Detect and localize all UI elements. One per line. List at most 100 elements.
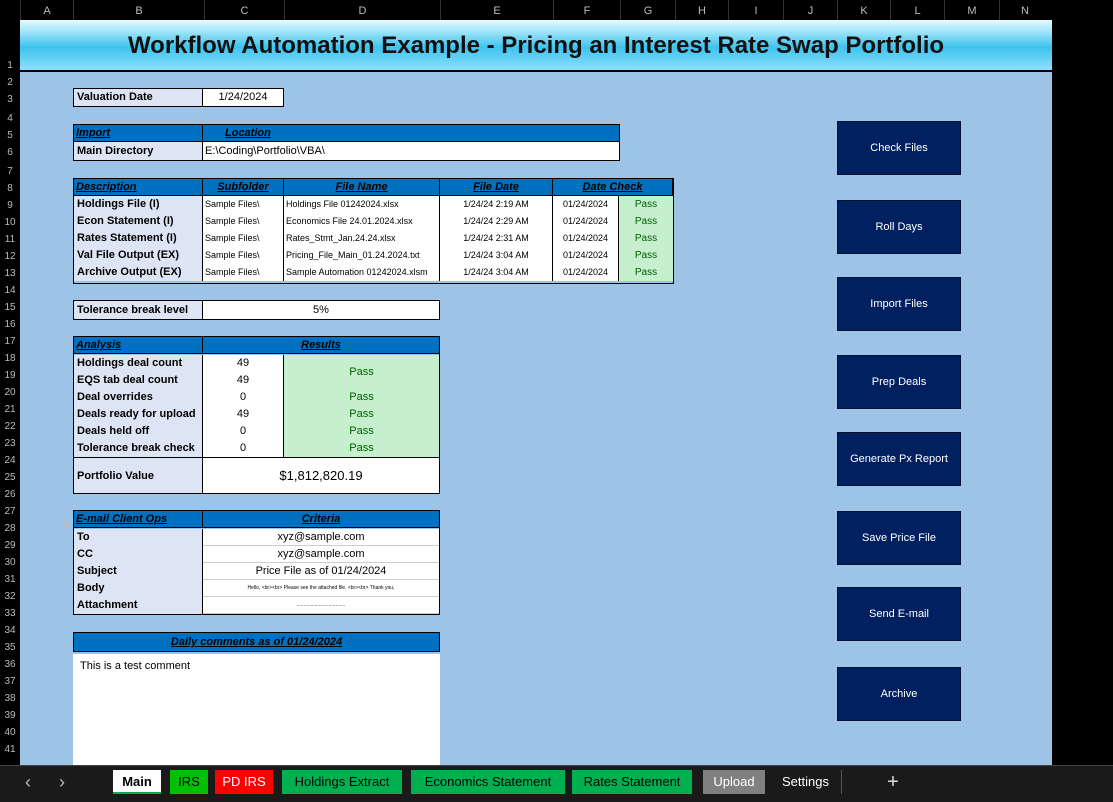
date-check: 01/24/2024 [553,264,619,281]
column-header[interactable]: H [675,0,728,20]
macro-button[interactable]: Check Files [837,121,961,175]
email-field-value[interactable]: xyz@sample.com [203,546,439,563]
macro-button[interactable]: Send E-mail [837,587,961,641]
sheet-tab[interactable]: Holdings Extract [282,770,402,794]
row-header[interactable]: 19 [4,370,16,381]
row-header[interactable]: 7 [7,166,13,177]
email-field-value[interactable]: Price File as of 01/24/2024 [203,563,439,580]
column-header[interactable]: I [728,0,783,20]
file-subfolder[interactable]: Sample Files\ [203,196,284,213]
comment-textbox[interactable]: This is a test comment [73,654,440,765]
row-header[interactable]: 31 [4,574,16,585]
row-header[interactable]: 9 [7,200,13,211]
email-field-value[interactable]: Hello, <br><br> Please see the attached … [203,580,439,597]
row-header[interactable]: 23 [4,438,16,449]
file-description: Holdings File (I) [74,196,203,213]
row-header[interactable]: 37 [4,676,16,687]
file-subfolder[interactable]: Sample Files\ [203,247,284,264]
file-name[interactable]: Pricing_File_Main_01.24.2024.txt [284,247,440,264]
row-header[interactable]: 25 [4,472,16,483]
row-header[interactable]: 22 [4,421,16,432]
row-header[interactable]: 13 [4,268,16,279]
macro-button[interactable]: Save Price File [837,511,961,565]
add-sheet-icon[interactable]: + [887,771,899,793]
row-header[interactable]: 16 [4,319,16,330]
sheet-tab[interactable]: Rates Statement [572,770,692,794]
sheet-tab[interactable]: Economics Statement [411,770,565,794]
prev-sheet-icon[interactable]: ‹ [25,772,31,792]
sheet-tab[interactable]: PD IRS [215,770,273,794]
sheet-tab[interactable]: Settings [770,770,842,794]
row-header[interactable]: 27 [4,506,16,517]
macro-button[interactable]: Archive [837,667,961,721]
macro-button[interactable]: Roll Days [837,200,961,254]
row-header[interactable]: 36 [4,659,16,670]
tolerance-value[interactable]: 5% [203,301,439,319]
row-header[interactable]: 35 [4,642,16,653]
email-field-value[interactable]: ................................... [203,597,439,614]
sheet-tab[interactable]: Upload [703,770,765,794]
row-header[interactable]: 5 [7,130,13,141]
file-description: Rates Statement (I) [74,230,203,247]
file-subfolder[interactable]: Sample Files\ [203,230,284,247]
file-subfolder[interactable]: Sample Files\ [203,264,284,281]
column-header[interactable]: M [944,0,999,20]
row-header[interactable]: 29 [4,540,16,551]
row-header[interactable]: 15 [4,302,16,313]
row-header[interactable]: 30 [4,557,16,568]
column-header[interactable]: A [20,0,73,20]
column-header[interactable]: K [837,0,890,20]
row-header[interactable]: 40 [4,727,16,738]
next-sheet-icon[interactable]: › [59,772,65,792]
column-header[interactable]: B [73,0,204,20]
main-directory-label: Main Directory [74,142,203,160]
row-header[interactable]: 24 [4,455,16,466]
row-header[interactable]: 4 [7,113,13,124]
status-badge: Pass [619,230,673,247]
file-name[interactable]: Rates_Stmt_Jan.24.24.xlsx [284,230,440,247]
row-header[interactable]: 14 [4,285,16,296]
email-field-value[interactable]: xyz@sample.com [203,529,439,546]
row-header[interactable]: 38 [4,693,16,704]
row-header[interactable]: 20 [4,387,16,398]
row-header[interactable]: 39 [4,710,16,721]
row-header[interactable]: 2 [7,77,13,88]
file-table-header: File Date [440,179,553,196]
column-header[interactable]: J [783,0,837,20]
row-header[interactable]: 18 [4,353,16,364]
row-header[interactable]: 17 [4,336,16,347]
file-name[interactable]: Sample Automation 01242024.xlsm [284,264,440,281]
row-header[interactable]: 33 [4,608,16,619]
column-header[interactable]: D [284,0,440,20]
valuation-date-value[interactable]: 1/24/2024 [203,89,283,106]
macro-button[interactable]: Import Files [837,277,961,331]
column-header[interactable]: C [204,0,284,20]
row-header[interactable]: 21 [4,404,16,415]
row-header[interactable]: 11 [4,234,16,245]
email-header: E-mail Client Ops [74,511,203,528]
sheet-tab[interactable]: Main [113,770,161,794]
row-header[interactable]: 41 [4,744,16,755]
row-header[interactable]: 34 [4,625,16,636]
file-name[interactable]: Economics File 24.01.2024.xlsx [284,213,440,230]
main-directory-value[interactable]: E:\Coding\Portfolio\VBA\ [203,142,619,160]
row-header[interactable]: 12 [4,251,16,262]
column-header[interactable]: L [890,0,944,20]
row-header[interactable]: 8 [7,183,13,194]
column-header[interactable]: G [620,0,675,20]
file-subfolder[interactable]: Sample Files\ [203,213,284,230]
file-name[interactable]: Holdings File 01242024.xlsx [284,196,440,213]
row-header[interactable]: 10 [4,217,16,228]
row-header[interactable]: 6 [7,147,13,158]
row-header[interactable]: 32 [4,591,16,602]
macro-button[interactable]: Generate Px Report [837,432,961,486]
column-header[interactable]: N [999,0,1050,20]
row-header[interactable]: 3 [7,94,13,105]
sheet-tab[interactable]: IRS [170,770,208,794]
column-header[interactable]: F [553,0,620,20]
column-header[interactable]: E [440,0,553,20]
row-header[interactable]: 28 [4,523,16,534]
row-header[interactable]: 1 [7,60,13,71]
macro-button[interactable]: Prep Deals [837,355,961,409]
row-header[interactable]: 26 [4,489,16,500]
